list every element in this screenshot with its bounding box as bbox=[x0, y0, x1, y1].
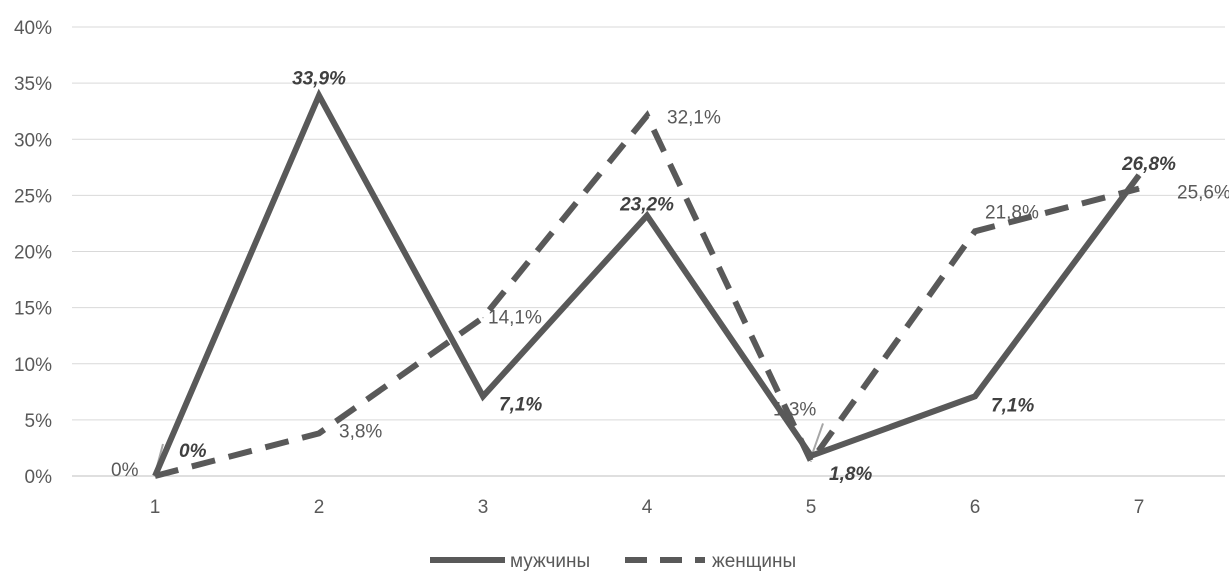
data-label-women: 32,1% bbox=[667, 108, 721, 129]
x-tick-label: 2 bbox=[314, 497, 325, 518]
data-point bbox=[1138, 188, 1140, 190]
data-label-men: 23,2% bbox=[619, 195, 674, 216]
series-line-women bbox=[154, 110, 1140, 479]
y-tick-label: 35% bbox=[14, 74, 52, 95]
x-tick-label: 5 bbox=[806, 497, 817, 518]
data-label-men: 0% bbox=[179, 441, 207, 462]
data-label-men: 26,8% bbox=[1121, 154, 1176, 175]
data-label-women: 14,1% bbox=[488, 308, 542, 329]
data-point bbox=[482, 317, 484, 319]
leader-lines bbox=[154, 423, 824, 475]
y-tick-label: 30% bbox=[14, 130, 52, 151]
data-label-women: 21,8% bbox=[985, 202, 1039, 223]
y-tick-label: 10% bbox=[14, 355, 52, 376]
y-tick-label: 25% bbox=[14, 186, 52, 207]
data-label-men: 7,1% bbox=[991, 395, 1034, 416]
data-label-men: 33,9% bbox=[292, 68, 346, 89]
data-point bbox=[318, 432, 320, 434]
data-point bbox=[154, 475, 156, 477]
data-label-women: 0% bbox=[111, 460, 139, 481]
series-line-men bbox=[152, 88, 1142, 478]
x-tick-label: 6 bbox=[970, 497, 981, 518]
data-label-men: 1,8% bbox=[829, 464, 872, 485]
legend-label-women: женщины bbox=[712, 551, 796, 571]
data-point bbox=[318, 94, 320, 96]
data-label-women: 25,6% bbox=[1177, 183, 1229, 204]
data-label-men: 7,1% bbox=[499, 394, 542, 415]
series-lines bbox=[152, 88, 1142, 479]
x-axis: 1 2 3 4 5 6 7 bbox=[150, 497, 1145, 518]
data-point bbox=[974, 395, 976, 397]
x-tick-label: 1 bbox=[150, 497, 161, 518]
data-label-women: 1,3% bbox=[773, 399, 816, 420]
y-tick-label: 0% bbox=[25, 467, 53, 488]
x-tick-label: 4 bbox=[642, 497, 653, 518]
legend-label-men: мужчины bbox=[510, 551, 590, 571]
data-point bbox=[482, 395, 484, 397]
data-point bbox=[974, 230, 976, 232]
data-point bbox=[646, 215, 648, 217]
gridlines bbox=[72, 26, 1225, 477]
data-point bbox=[646, 115, 648, 117]
y-tick-label: 20% bbox=[14, 243, 52, 264]
y-axis: 0% 5% 10% 15% 20% 25% 30% 35% 40% bbox=[14, 18, 52, 488]
legend: мужчины женщины bbox=[430, 551, 796, 571]
x-tick-label: 3 bbox=[478, 497, 489, 518]
data-label-women: 3,8% bbox=[339, 421, 382, 442]
data-labels: 0% 33,9% 7,1% 23,2% 1,8% 7,1% 26,8% 0% 3,8% 14,1%… bbox=[111, 68, 1229, 484]
y-tick-label: 15% bbox=[14, 299, 52, 320]
y-tick-label: 40% bbox=[14, 18, 52, 39]
y-tick-label: 5% bbox=[25, 411, 53, 432]
leader-line bbox=[810, 423, 824, 458]
data-point bbox=[810, 460, 812, 462]
x-tick-label: 7 bbox=[1134, 497, 1145, 518]
data-point bbox=[1138, 174, 1140, 176]
